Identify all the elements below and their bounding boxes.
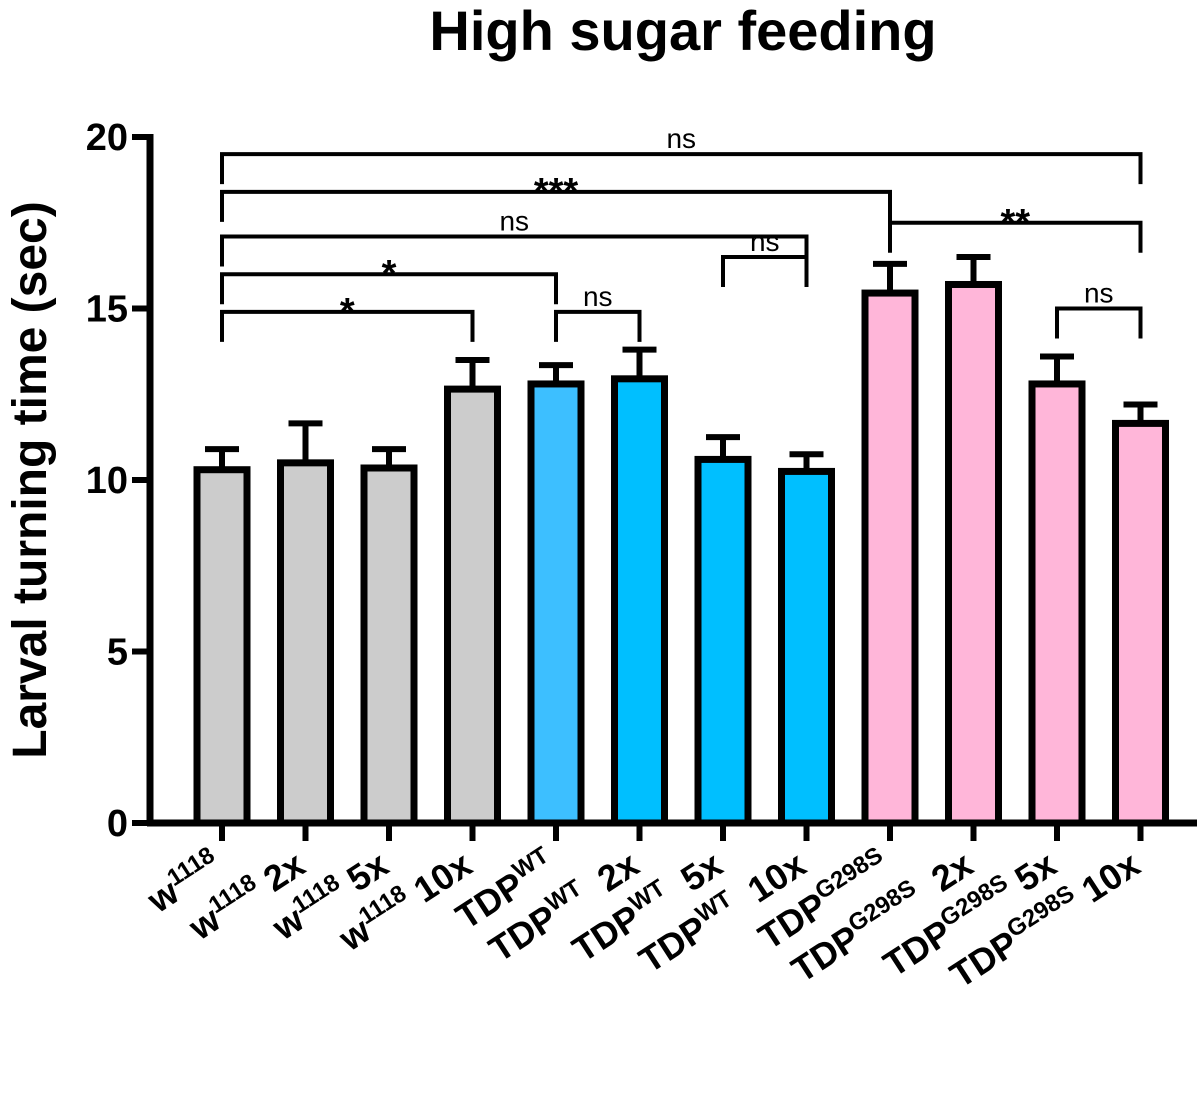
significance-label: ns xyxy=(1084,278,1114,309)
significance-bracket xyxy=(1055,306,1143,339)
significance-bracket xyxy=(220,189,892,222)
bar xyxy=(778,467,835,827)
y-tick-label: 15 xyxy=(86,289,128,331)
significance-label: ns xyxy=(750,226,780,257)
bar xyxy=(360,464,418,827)
significance-label: ns xyxy=(583,281,613,312)
bar xyxy=(193,466,251,827)
bar xyxy=(694,455,752,827)
y-axis-label: Larval turning time (sec) xyxy=(4,201,57,758)
bar xyxy=(611,375,668,827)
axes: 0 5 10 15 20 xyxy=(86,117,1197,845)
significance-label: * xyxy=(382,253,397,295)
y-tick-label: 10 xyxy=(86,460,128,502)
significance-bracket xyxy=(220,152,1143,185)
bar xyxy=(861,289,919,827)
significance-bracket xyxy=(888,220,1143,253)
bar xyxy=(444,385,501,827)
significance-label: ns xyxy=(666,123,696,154)
significance-bracket xyxy=(220,309,475,342)
significance-bracket xyxy=(220,272,558,305)
significance-bracket xyxy=(220,234,809,267)
bar xyxy=(945,280,1002,827)
significance-label: ns xyxy=(499,205,529,236)
bar xyxy=(527,380,585,827)
bar xyxy=(1028,380,1086,827)
chart-title: High sugar feeding xyxy=(429,0,936,62)
y-tick-label: 0 xyxy=(107,803,128,845)
significance-label: ** xyxy=(1000,202,1030,244)
bar xyxy=(1112,419,1169,827)
significance-label: * xyxy=(340,291,355,333)
y-tick-label: 5 xyxy=(107,632,128,674)
significance-bracket xyxy=(721,255,809,288)
y-tick-label: 20 xyxy=(86,117,128,159)
significance-bracket xyxy=(554,309,642,342)
bar xyxy=(277,459,334,827)
significance-label: *** xyxy=(534,171,579,213)
bars-group xyxy=(193,254,1169,827)
